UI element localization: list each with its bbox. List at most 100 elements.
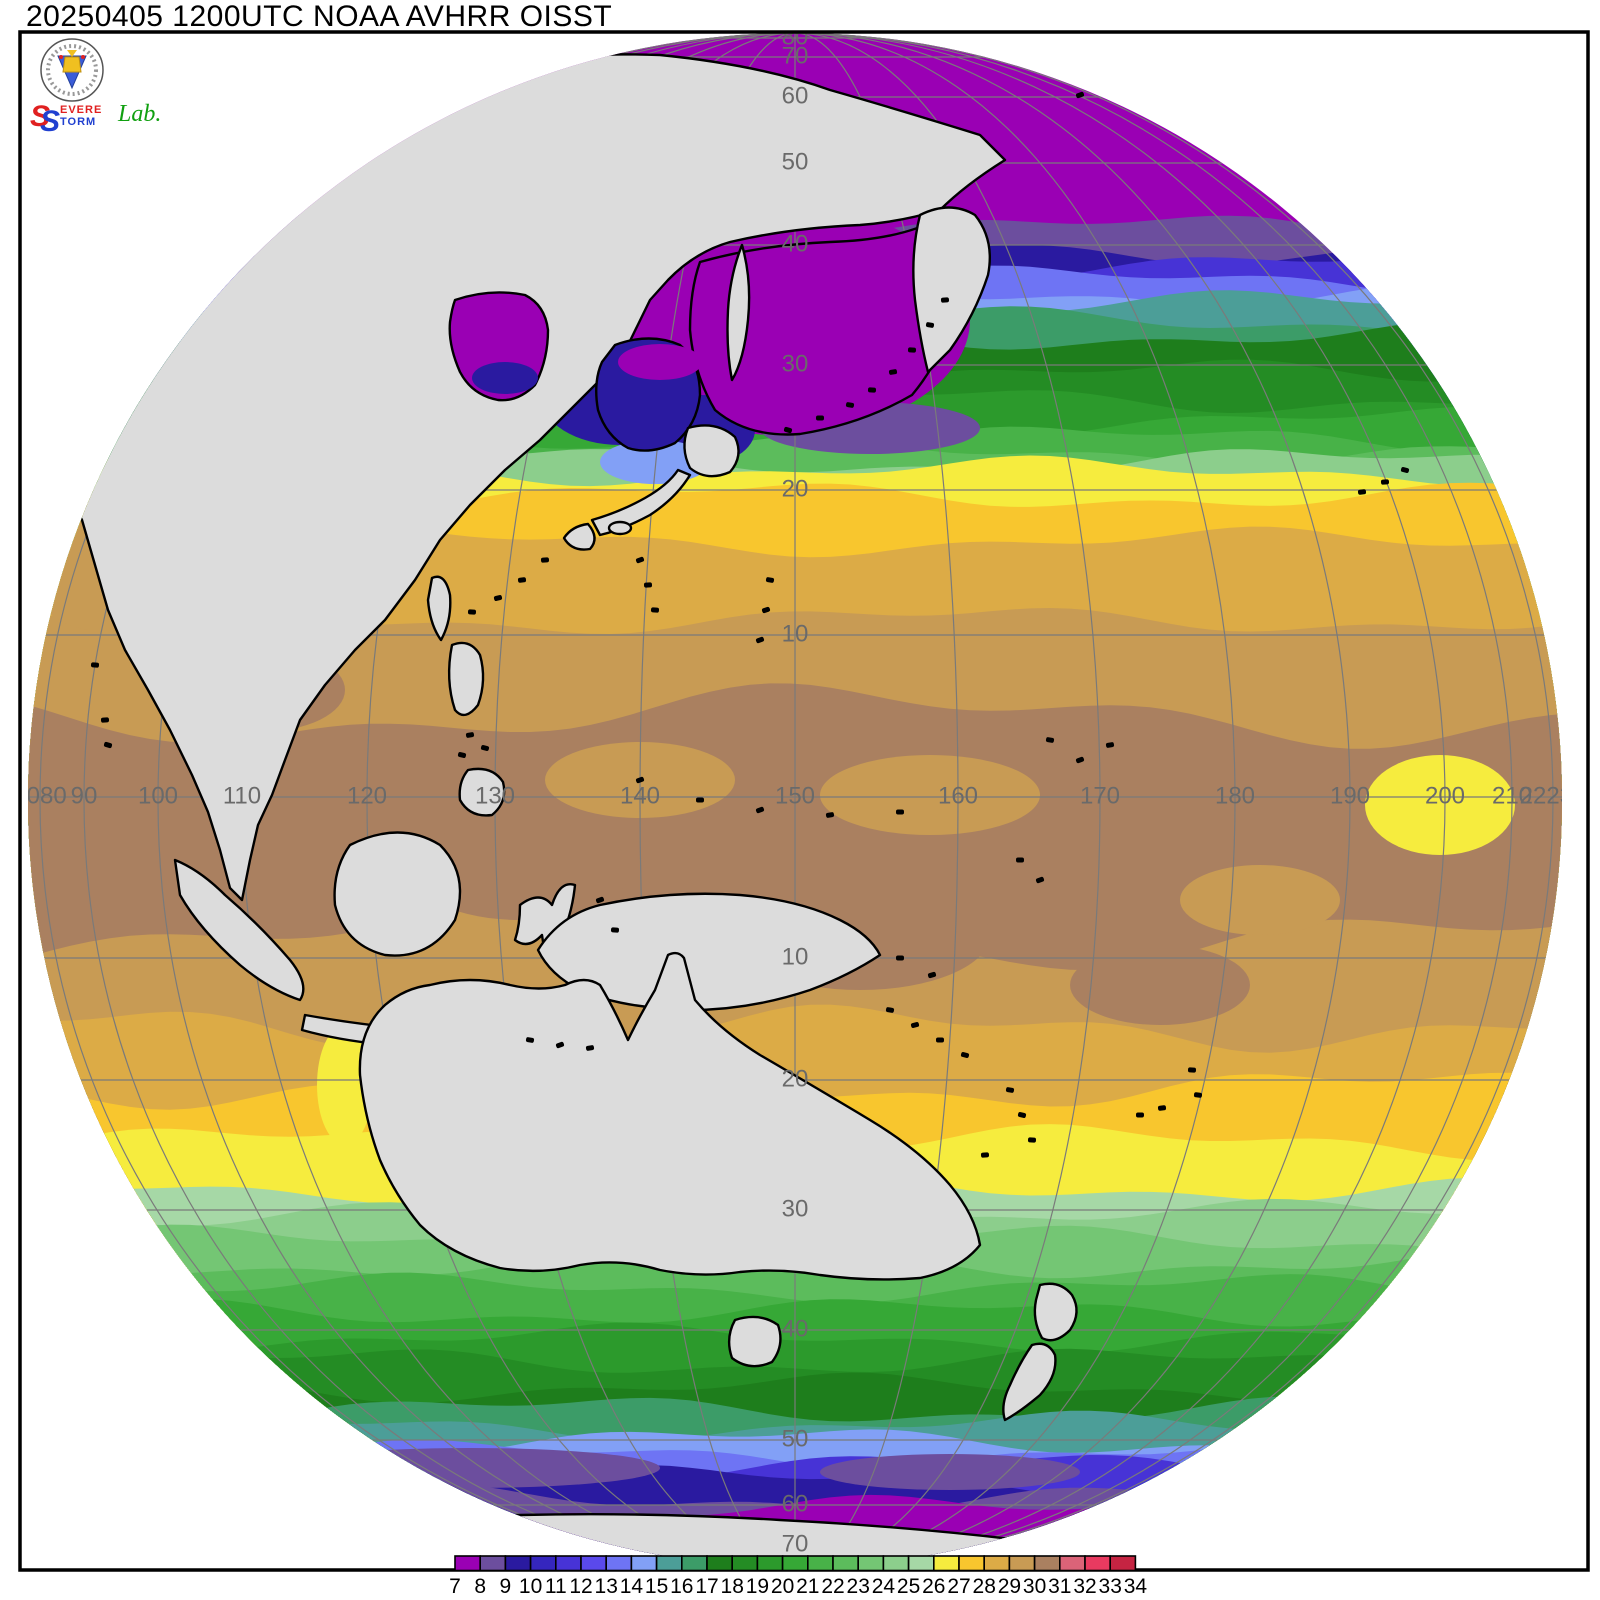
island-speck — [1157, 1105, 1167, 1111]
island-speck — [1195, 121, 1205, 129]
colorbar-cell — [680, 1555, 708, 1572]
new-zealand-north-island — [1033, 1282, 1078, 1342]
severe-storm-lab-logo: S S EVERE TORM Lab. — [30, 36, 230, 137]
university-seal-icon — [40, 38, 104, 102]
colorbar-cell — [554, 1555, 582, 1572]
latitude-label: 10 — [782, 943, 809, 970]
seal-dot-right — [81, 55, 85, 59]
colorbar-tick-label: 12 — [569, 1575, 592, 1598]
colorbar-cell — [580, 1555, 608, 1572]
island-speck — [467, 609, 477, 615]
colorbar-tick-label: 13 — [595, 1575, 618, 1598]
colorbar-tick-label: 24 — [872, 1575, 896, 1598]
logo-word-lab: Lab. — [118, 101, 162, 127]
colorbar-cell — [731, 1555, 759, 1572]
colorbar-cell — [832, 1555, 860, 1572]
colorbar-tick-label: 18 — [721, 1575, 744, 1598]
longitude-label: 7080 — [13, 782, 66, 809]
island-speck — [103, 741, 113, 749]
meridian-line — [794, 33, 1351, 1567]
shikoku — [607, 520, 633, 536]
sea-of-japan-cold-core — [618, 344, 702, 380]
island-speck — [907, 347, 917, 353]
island-speck — [960, 1051, 970, 1059]
longitude-label: 22230 — [1520, 782, 1587, 809]
colorbar-tick-label: 11 — [545, 1575, 567, 1598]
island-speck — [1016, 857, 1024, 863]
logo-initial-s-blue: S — [40, 105, 61, 138]
kamchatka — [912, 206, 991, 374]
graticule-labels: 7080 90 100 110 120 130 140 150 160 170 180 190 200 2… — [13, 23, 1587, 1557]
sst-patch-18 — [820, 1454, 1080, 1490]
island-speck — [1035, 876, 1045, 884]
island-speck — [1187, 1067, 1197, 1073]
island-speck — [761, 606, 771, 614]
temperature-colorbar: 7 8 9 10 11 12 13 14 15 16 17 18 19 20 21 22 23 24 25 26 27 2… — [449, 1555, 1147, 1598]
logo-word-severe: EVERE — [60, 104, 103, 116]
island-speck — [910, 1021, 920, 1029]
island-speck — [525, 1037, 535, 1043]
colorbar-cell — [605, 1555, 633, 1572]
latitude-label: 30 — [782, 350, 809, 377]
colorbar-cell — [857, 1555, 885, 1572]
colorbar-cell — [630, 1555, 658, 1572]
island-speck — [1193, 1092, 1203, 1098]
logo-word-storm: TORM — [60, 116, 97, 128]
australia — [358, 951, 982, 1281]
island-speck — [755, 806, 765, 814]
island-speck — [1017, 1112, 1027, 1118]
colorbar-tick-label: 16 — [670, 1575, 693, 1598]
colorbar-tick-label: 21 — [796, 1575, 819, 1598]
sst-patch-8 — [410, 820, 630, 920]
island-speck — [465, 732, 475, 738]
island-speck — [940, 297, 950, 303]
colorbar-cell — [479, 1555, 507, 1572]
borneo — [333, 831, 462, 957]
colorbar-tick-label: 30 — [1023, 1575, 1046, 1598]
island-speck — [1235, 136, 1245, 144]
colorbar-tick-label: 32 — [1073, 1575, 1096, 1598]
colorbar-cell — [983, 1555, 1011, 1572]
longitude-label: 140 — [620, 782, 660, 809]
longitude-label: 190 — [1330, 782, 1370, 809]
island-speck — [845, 402, 855, 408]
island-speck — [540, 557, 550, 563]
colorbar-tick-label: 29 — [998, 1575, 1021, 1598]
logo-initial-s-red: S — [30, 100, 51, 133]
island-speck — [635, 776, 645, 784]
sst-patch-11 — [1070, 945, 1250, 1025]
latitude-label: 20 — [782, 475, 809, 502]
colorbar-tick-label: 31 — [1048, 1575, 1071, 1598]
colorbar-tick-label: 17 — [695, 1575, 718, 1598]
colorbar-cell — [1084, 1555, 1112, 1572]
colorbar-cell — [504, 1555, 532, 1572]
colorbar-cell — [882, 1555, 910, 1572]
meridian-line — [794, 33, 1554, 1567]
colorbar-cell — [1059, 1555, 1086, 1572]
colorbar-cell — [1008, 1555, 1036, 1572]
longitude-label: 200 — [1425, 782, 1465, 809]
colorbar-cell — [958, 1555, 986, 1572]
latitude-label: 80 — [782, 23, 809, 50]
sst-patch-16 — [317, 1025, 373, 1145]
island-speck — [1045, 737, 1055, 743]
longitude-label: 90 — [71, 782, 98, 809]
sumatra — [173, 858, 305, 1002]
meridian-line — [794, 33, 1446, 1567]
colorbar-cell — [907, 1555, 935, 1572]
honshu — [590, 468, 692, 537]
colorbar-tick-label: 10 — [519, 1575, 542, 1598]
new-zealand-south-island — [1002, 1342, 1057, 1422]
longitude-label: 180 — [1215, 782, 1255, 809]
colorbar-tick-label: 26 — [922, 1575, 945, 1598]
latitude-label: 50 — [782, 1425, 809, 1452]
latitude-label: 70 — [782, 1530, 809, 1557]
tasmania — [727, 1315, 782, 1368]
colorbar-tick-label: 9 — [500, 1575, 512, 1598]
colorbar-tick-label: 25 — [897, 1575, 920, 1598]
mindanao — [458, 767, 506, 817]
colorbar-tick-label: 14 — [620, 1575, 644, 1598]
island-speck — [90, 662, 100, 668]
colorbar-tick-label: 33 — [1099, 1575, 1122, 1598]
latitude-label: 20 — [782, 1065, 809, 1092]
